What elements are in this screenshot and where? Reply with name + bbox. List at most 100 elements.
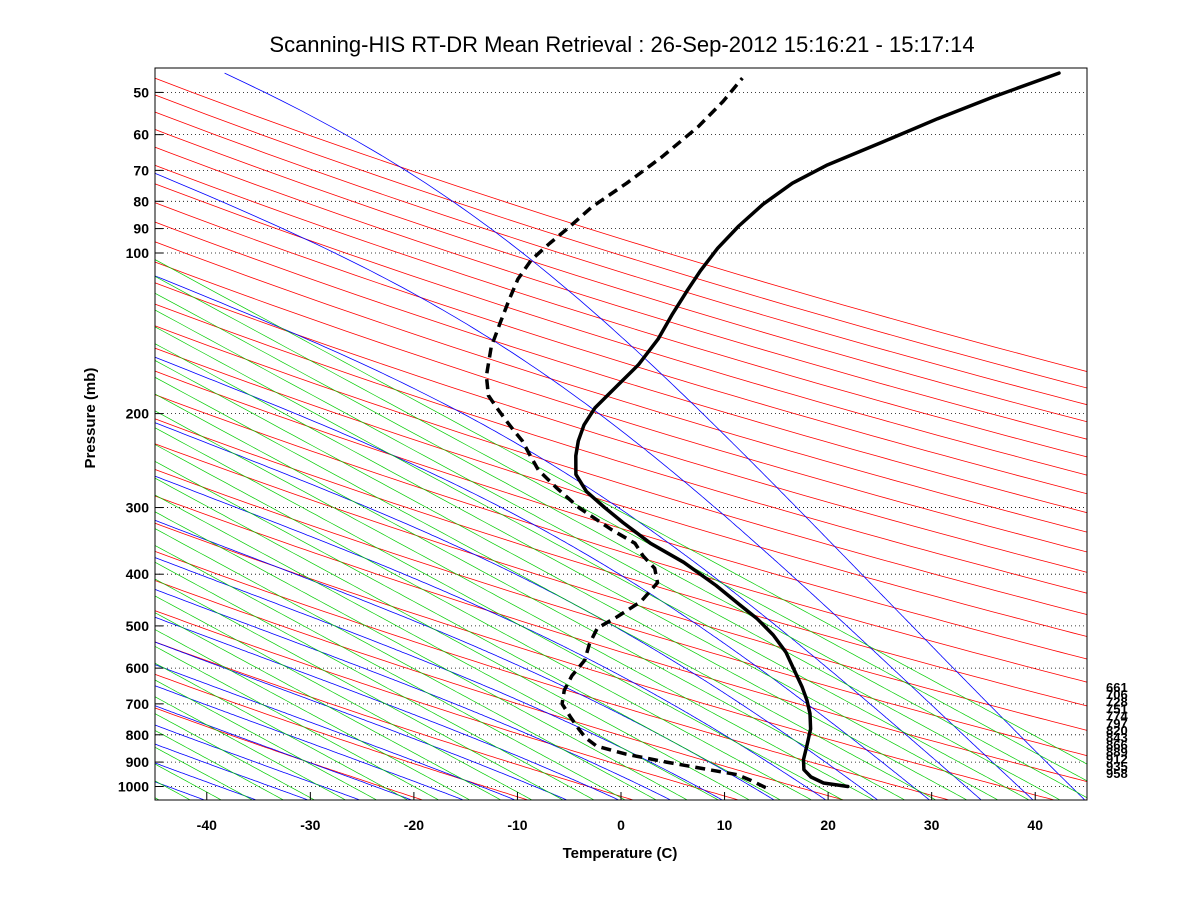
moist-adiabat [155,422,878,800]
moist-adiabat [155,557,723,800]
side-pressure-label: 774 [1106,709,1128,724]
moist-adiabat [155,356,930,800]
y-tick-label: 80 [133,193,149,209]
mixing-ratio-line [155,292,1087,799]
x-tick-label: -10 [507,817,527,833]
mixing-ratio-line [155,528,657,800]
side-pressure-label: 843 [1106,730,1128,745]
moist-adiabat [155,519,775,800]
dry-adiabat [155,325,1087,615]
mixing-ratio-line [155,393,905,800]
side-pressure-label: 866 [1106,737,1128,752]
y-axis-label: Pressure (mb) [82,368,99,469]
mixing-ratio-line [155,444,812,800]
side-pressure-label: 820 [1106,723,1128,738]
dry-adiabat [155,164,1087,458]
side-pressure-label: 751 [1106,702,1128,717]
mixing-ratio-line [155,662,408,800]
y-tick-label: 50 [133,84,149,100]
dry-adiabat [155,673,529,800]
moist-adiabat [155,664,516,800]
mixing-ratio-line [155,376,937,800]
moist-adiabat [155,275,982,800]
side-pressure-label: 889 [1106,745,1128,760]
x-axis-ticks: -40 -30 -20 -10 0 10 20 30 40 [197,792,1043,833]
x-axis-label: Temperature (C) [563,845,678,862]
thermo-background-lines [155,72,1087,800]
side-pressure-label: 797 [1106,716,1128,731]
chart-title: Scanning-HIS RT-DR Mean Retrieval : 26-S… [269,32,974,57]
y-tick-label: 900 [126,754,150,770]
y-tick-label: 800 [126,727,150,743]
y-tick-label: 200 [126,406,150,422]
dry-adiabat [155,394,1087,683]
moist-adiabat [155,588,671,800]
moist-adiabat [155,172,1034,800]
dry-adiabat [155,261,1087,553]
dry-adiabat [155,418,1087,707]
y-tick-label: 1000 [118,778,149,794]
y-tick-label: 60 [133,127,149,143]
y-tick-label: 90 [133,221,149,237]
mixing-ratio-line [155,730,284,800]
mixing-ratio-line [155,629,471,800]
dry-adiabat [155,146,1087,440]
side-pressure-label: 706 [1106,687,1128,702]
mixing-ratio-line [155,494,719,800]
mixing-ratio-line [155,326,1030,800]
dry-adiabat [155,443,1087,731]
moist-adiabat [155,743,309,800]
temperature-profile-line [574,71,1061,789]
side-pressure-label: 958 [1106,766,1128,781]
mixing-ratio-line [155,545,626,800]
profile-lines [484,71,1061,790]
side-pressure-label: 661 [1106,680,1128,695]
moist-adiabat [155,705,412,800]
dry-adiabat [155,347,1087,637]
mixing-ratio-line [155,427,843,800]
side-pressure-label: 728 [1106,694,1128,709]
side-pressure-label: 935 [1106,759,1128,774]
dry-adiabat [155,202,1087,495]
mixing-ratio-line [155,746,253,800]
y-tick-label: 500 [126,618,150,634]
mixing-ratio-line [155,561,595,800]
x-tick-label: 20 [820,817,836,833]
y-tick-label: 100 [126,245,150,261]
y-tick-label: 300 [126,500,150,516]
dry-adiabat [155,610,739,800]
x-tick-label: 30 [924,817,940,833]
y-tick-label: 400 [126,566,150,582]
mixing-ratio-line [155,679,377,800]
moist-adiabat [155,685,464,800]
mixing-ratio-line [155,645,439,800]
side-pressure-label: 912 [1106,752,1128,767]
y-tick-label: 600 [126,660,150,676]
pressure-gridlines [155,92,1087,787]
moist-adiabat [155,762,257,800]
dry-adiabat [155,303,1087,594]
mixing-ratio-line [155,309,1061,800]
dry-adiabat [155,183,1087,476]
y-tick-label: 70 [133,162,149,178]
x-tick-label: -40 [197,817,217,833]
mixing-ratio-line [155,511,688,800]
mixing-ratio-line [155,460,781,800]
y-tick-label: 700 [126,696,150,712]
mixing-ratio-line [155,343,999,800]
dry-adiabat [155,221,1087,514]
moist-adiabat [155,475,827,800]
dewpoint-profile-line [484,76,767,790]
dry-adiabat [155,370,1087,660]
mixing-ratio-line [155,612,502,800]
x-tick-label: 40 [1027,817,1043,833]
x-tick-label: -20 [404,817,424,833]
mixing-ratio-line [155,713,315,800]
mixing-ratio-line [155,477,750,800]
mixing-ratio-line [155,360,968,800]
moist-adiabat [224,72,1086,800]
mixing-ratio-line [155,275,1087,782]
